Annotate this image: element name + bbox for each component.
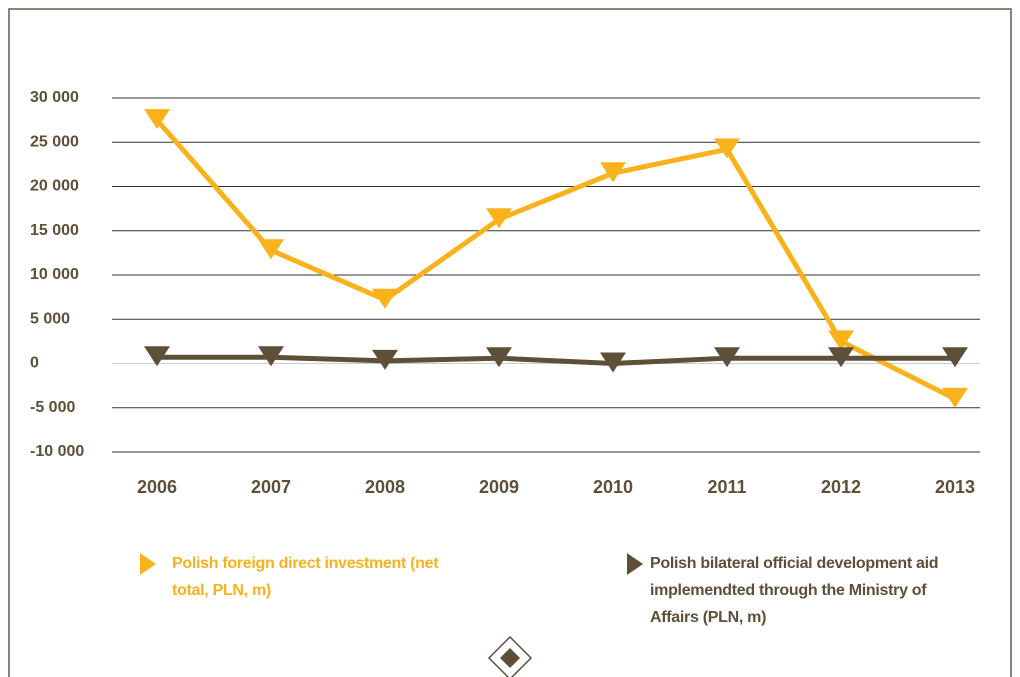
point-marker [828, 347, 854, 368]
frame-diamond-inner [500, 648, 520, 668]
point-marker [372, 349, 398, 370]
y-tick-label: 30 000 [30, 89, 79, 106]
legend-label: Polish bilateral official development ai… [650, 555, 939, 626]
x-tick-label: 2008 [365, 477, 405, 497]
y-tick-label: 5 000 [30, 310, 70, 327]
point-marker [600, 162, 626, 183]
y-tick-label: -10 000 [30, 443, 84, 460]
point-marker [828, 330, 854, 351]
point-marker [258, 239, 284, 260]
y-tick-label: 0 [30, 355, 39, 372]
point-marker [258, 346, 284, 367]
y-tick-label: 15 000 [30, 222, 79, 239]
legend-item: Polish foreign direct investment (net to… [140, 550, 440, 604]
x-tick-label: 2013 [935, 477, 975, 497]
series-line [155, 118, 957, 402]
x-tick-label: 2010 [593, 477, 633, 497]
y-tick-label: 20 000 [30, 178, 79, 195]
point-marker [942, 347, 968, 368]
point-marker [714, 347, 740, 368]
x-tick-label: 2011 [707, 477, 746, 497]
legend-marker [627, 553, 643, 575]
frame [8, 8, 1012, 677]
x-tick-label: 2012 [821, 477, 861, 497]
x-tick-label: 2006 [137, 477, 177, 497]
point-marker [600, 352, 626, 373]
x-tick-label: 2009 [479, 477, 519, 497]
point-marker [372, 288, 398, 309]
legend-item: Polish bilateral official development ai… [627, 550, 977, 631]
legend-marker [140, 553, 156, 575]
y-tick-label: 25 000 [30, 133, 79, 150]
point-marker [486, 347, 512, 368]
point-marker [486, 208, 512, 229]
x-tick-label: 2007 [251, 477, 291, 497]
point-marker [144, 109, 170, 130]
y-tick-label: -5 000 [30, 399, 75, 416]
legend-label: Polish foreign direct investment (net to… [172, 555, 439, 599]
point-marker [714, 138, 740, 159]
series-line [157, 354, 955, 366]
y-tick-label: 10 000 [30, 266, 79, 283]
point-marker [942, 387, 968, 408]
point-marker [144, 346, 170, 367]
